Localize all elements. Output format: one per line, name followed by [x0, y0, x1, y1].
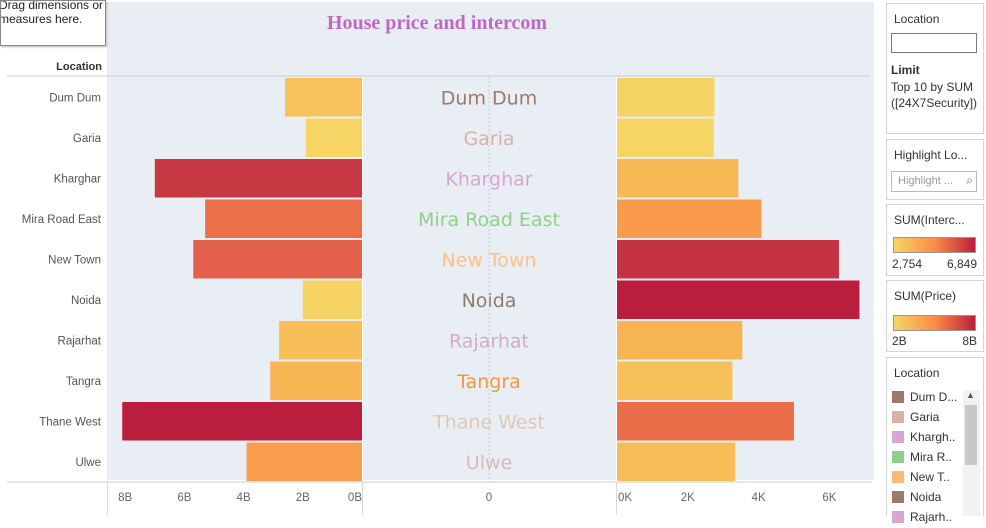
location-label: Mira Road East — [418, 209, 560, 231]
left-tick-label: 4B — [237, 492, 251, 504]
legend-item[interactable]: Dum D... — [892, 390, 962, 408]
chart-title: House price and intercom — [326, 12, 548, 34]
intercom-bar — [617, 321, 743, 360]
drag-hint-text: Drag dimensions or measures here. — [0, 0, 104, 26]
legend-swatch — [892, 491, 904, 503]
legend-scrollbar[interactable]: ▲ — [963, 390, 980, 516]
scroll-up-icon[interactable]: ▲ — [966, 390, 975, 400]
legend-item[interactable]: Khargh.. — [892, 430, 962, 448]
row-header-strip — [0, 44, 107, 480]
legend-item[interactable]: Garia — [892, 410, 962, 428]
right-tick-label: 4K — [752, 492, 766, 504]
row-label: Ulwe — [75, 457, 101, 469]
row-label: Thane West — [39, 416, 102, 428]
legend-label: Garia — [910, 410, 940, 424]
row-label: Mira Road East — [22, 214, 102, 226]
left-tick-label: 2B — [296, 492, 310, 504]
intercom-bar — [617, 280, 860, 319]
intercom-gradient — [893, 237, 976, 253]
price-bar — [246, 442, 362, 481]
row-label: Dum Dum — [49, 92, 101, 104]
price-legend-card: SUM(Price) 2B 8B — [886, 280, 984, 352]
price-bar — [205, 199, 362, 238]
legend-swatch — [892, 391, 904, 403]
legend-label: Rajarh.. — [910, 510, 953, 524]
row-label: Kharghar — [54, 173, 101, 185]
intercom-min: 2,754 — [892, 257, 923, 271]
intercom-bar — [617, 159, 739, 198]
location-filter-card: Location Limit Top 10 by SUM([24X7Securi… — [886, 3, 984, 134]
location-label: Noida — [462, 290, 517, 312]
intercom-bar — [617, 199, 762, 238]
left-tick-label: 0B — [348, 492, 362, 504]
right-tick-label: 6K — [822, 492, 836, 504]
price-bar — [285, 78, 362, 117]
location-legend-title: Location — [894, 366, 940, 380]
price-gradient — [893, 315, 976, 331]
location-legend-card: Location Dum D... Garia Khargh.. Mira R.. Ne… — [886, 357, 984, 524]
legend-label: New T.. — [910, 470, 950, 484]
scroll-thumb[interactable] — [965, 405, 977, 465]
axis-band — [107, 482, 874, 515]
legend-item[interactable]: Mira R.. — [892, 450, 962, 468]
intercom-legend-card: SUM(Interc... 2,754 6,849 — [886, 204, 984, 276]
location-label: New Town — [441, 249, 536, 271]
limit-label: Limit — [891, 63, 920, 77]
price-max: 8B — [962, 334, 977, 348]
legend-swatch — [892, 431, 904, 443]
price-bar — [279, 321, 362, 360]
price-min: 2B — [892, 334, 907, 348]
highlight-title: Highlight Lo... — [894, 148, 968, 162]
price-bar — [122, 402, 363, 441]
limit-text: Top 10 by SUM([24X7Security]) — [891, 80, 978, 110]
price-bar — [193, 240, 362, 279]
legend-swatch — [892, 451, 904, 463]
legend-swatch — [892, 471, 904, 483]
location-label: Kharghar — [445, 168, 532, 190]
legend-swatch — [892, 511, 904, 523]
price-bar — [154, 159, 362, 198]
legend-item[interactable]: New T.. — [892, 470, 962, 488]
row-label: New Town — [48, 254, 101, 266]
legend-label: Khargh.. — [910, 430, 956, 444]
location-filter-title: Location — [894, 12, 940, 26]
legend-swatch — [892, 411, 904, 423]
intercom-bar — [617, 402, 794, 441]
row-label: Garia — [73, 133, 102, 145]
price-legend-title: SUM(Price) — [894, 289, 956, 303]
legend-label: Noida — [910, 490, 942, 504]
middle-tick-label: 0 — [486, 492, 492, 504]
price-bar — [305, 118, 362, 157]
intercom-max: 6,849 — [946, 257, 977, 271]
intercom-legend-title: SUM(Interc... — [894, 213, 965, 227]
legend-item[interactable]: Rajarh.. — [892, 510, 962, 528]
row-label: Rajarhat — [58, 335, 102, 347]
row-header-location: Location — [56, 61, 102, 73]
drag-hint: Drag dimensions or measures here. — [0, 0, 106, 46]
left-tick-label: 6B — [177, 492, 191, 504]
intercom-bar — [617, 78, 715, 117]
intercom-bar — [617, 361, 733, 400]
legend-item[interactable]: Noida — [892, 490, 962, 508]
price-bar — [302, 280, 362, 319]
right-tick-label: 2K — [681, 492, 695, 504]
location-filter-input[interactable] — [891, 33, 977, 53]
highlight-placeholder: Highlight ... — [898, 175, 954, 187]
legend-label: Dum D... — [910, 390, 958, 404]
right-tick-label: 0K — [618, 492, 632, 504]
row-label: Tangra — [66, 376, 102, 388]
intercom-bar — [617, 118, 714, 157]
price-bar — [270, 361, 362, 400]
intercom-bar — [617, 442, 736, 481]
highlight-input[interactable]: Highlight ... ⌕ — [891, 171, 977, 192]
left-tick-label: 8B — [118, 492, 132, 504]
intercom-bar — [617, 240, 839, 279]
highlight-card: Highlight Lo... Highlight ... ⌕ — [886, 139, 984, 200]
row-label: Noida — [71, 295, 102, 307]
search-icon[interactable]: ⌕ — [966, 173, 973, 187]
legend-label: Mira R.. — [910, 450, 952, 464]
